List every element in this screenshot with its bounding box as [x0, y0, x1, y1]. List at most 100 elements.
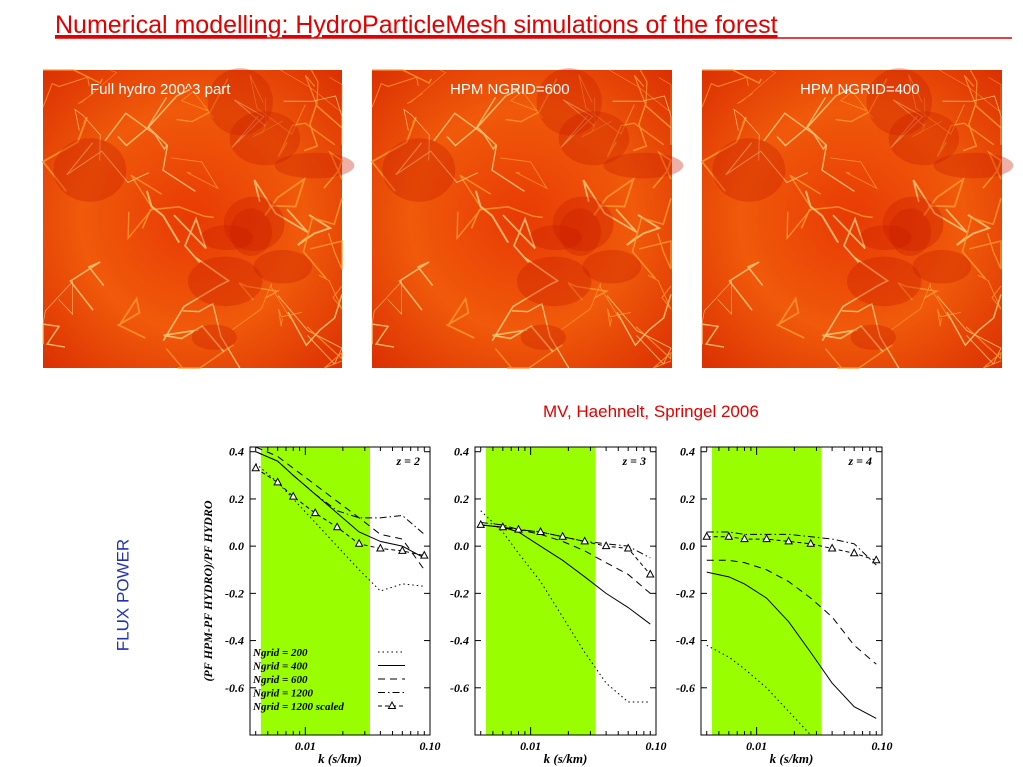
series-line [706, 644, 812, 735]
legend-label: Ngrid = 200 [252, 647, 308, 659]
void [712, 138, 786, 202]
filament [804, 190, 840, 244]
panel-annotation: z = 2 [395, 454, 420, 468]
y-tick-label: -0.4 [676, 634, 695, 648]
filament [491, 257, 560, 342]
filament [42, 323, 66, 348]
filament [104, 112, 168, 151]
filament [176, 78, 229, 123]
filament [936, 122, 995, 158]
filament [652, 150, 673, 189]
void [603, 152, 684, 179]
x-axis-label: k (s/km) [770, 751, 814, 766]
triangle-marker [740, 534, 749, 543]
filament [433, 112, 497, 151]
plot-panel: 0.4 0.2 0.0 -0.2 -0.4 -0.6 0.01 0.10 z = 4 k (s/k… [676, 445, 893, 766]
filament [323, 150, 344, 189]
image-caption: Full hydro 200^3 part [90, 81, 231, 98]
filament [173, 214, 207, 263]
image-caption: HPM NGRID=400 [800, 81, 920, 98]
triangle-marker [580, 536, 590, 545]
filament [567, 282, 610, 301]
filament [371, 280, 403, 325]
void [859, 225, 912, 251]
filament [939, 69, 1002, 114]
filament [474, 190, 510, 244]
x-tick-label: 0.01 [295, 739, 316, 753]
void [529, 225, 582, 251]
triangle-marker [498, 522, 508, 531]
x-tick-label: 0.01 [746, 739, 767, 753]
y-tick-label: 0.4 [680, 445, 695, 459]
triangle-marker [871, 555, 881, 564]
filament [616, 294, 672, 347]
filament [763, 112, 827, 151]
image-caption: HPM NGRID=600 [450, 81, 570, 98]
void [552, 196, 614, 252]
filament [42, 280, 74, 325]
void [882, 196, 944, 252]
filament [511, 302, 570, 369]
void [933, 152, 1014, 179]
legend-label: Ngrid = 1200 scaled [252, 701, 344, 713]
shaded-range [711, 447, 822, 735]
sim-image [372, 70, 672, 368]
triangle-marker [724, 531, 734, 540]
filament [937, 308, 961, 327]
panel-annotation: z = 3 [621, 454, 646, 468]
triangle-marker [273, 477, 282, 486]
credit: MV, Haehnelt, Springel 2006 [543, 402, 759, 421]
filament [606, 122, 665, 158]
filament [502, 214, 536, 263]
y-tick-label: -0.6 [225, 681, 244, 695]
y-tick-label: -0.2 [225, 586, 244, 600]
x-tick-label: 0.01 [520, 739, 541, 753]
triangle-marker [827, 543, 837, 552]
triangle-marker [601, 541, 611, 550]
void [253, 249, 313, 284]
x-tick-label: 0.10 [872, 739, 893, 753]
filament [908, 74, 965, 135]
filament [607, 308, 631, 327]
triangle-marker [849, 548, 859, 557]
void [850, 324, 896, 350]
void [888, 111, 960, 166]
plot-frame [474, 446, 657, 736]
filament [911, 97, 943, 138]
plot-panel: 0.4 0.2 0.0 -0.2 -0.4 -0.6 0.01 0.10 Ngrid = 200… [201, 445, 441, 766]
filament [969, 233, 1002, 270]
filament [117, 296, 146, 339]
filament [560, 283, 620, 331]
void [536, 68, 602, 136]
y-tick-label: -0.6 [676, 681, 695, 695]
filament [306, 326, 343, 369]
filament [965, 326, 1002, 369]
filament [626, 214, 662, 246]
filament [701, 280, 733, 325]
series-line [706, 559, 877, 665]
shaded-range [485, 447, 596, 735]
sim-image [702, 70, 1002, 368]
filament [922, 176, 966, 217]
triangle-marker [376, 543, 385, 552]
filament [609, 69, 672, 114]
filament [606, 295, 672, 365]
filament [505, 78, 558, 123]
void [889, 208, 932, 256]
filament [841, 302, 900, 369]
void [846, 256, 922, 307]
triangle-marker [398, 545, 407, 554]
filament [956, 214, 992, 246]
y-tick-label: -0.4 [225, 634, 244, 648]
void [382, 138, 456, 202]
filament [494, 344, 563, 369]
filament [43, 69, 103, 85]
y-tick-label: 0.2 [229, 492, 244, 506]
filament [839, 90, 874, 119]
filament [287, 294, 343, 347]
filament [372, 69, 432, 85]
filament [962, 103, 1002, 152]
filament [69, 261, 105, 311]
y-tick-label: 0.2 [454, 492, 469, 506]
void [223, 196, 285, 252]
